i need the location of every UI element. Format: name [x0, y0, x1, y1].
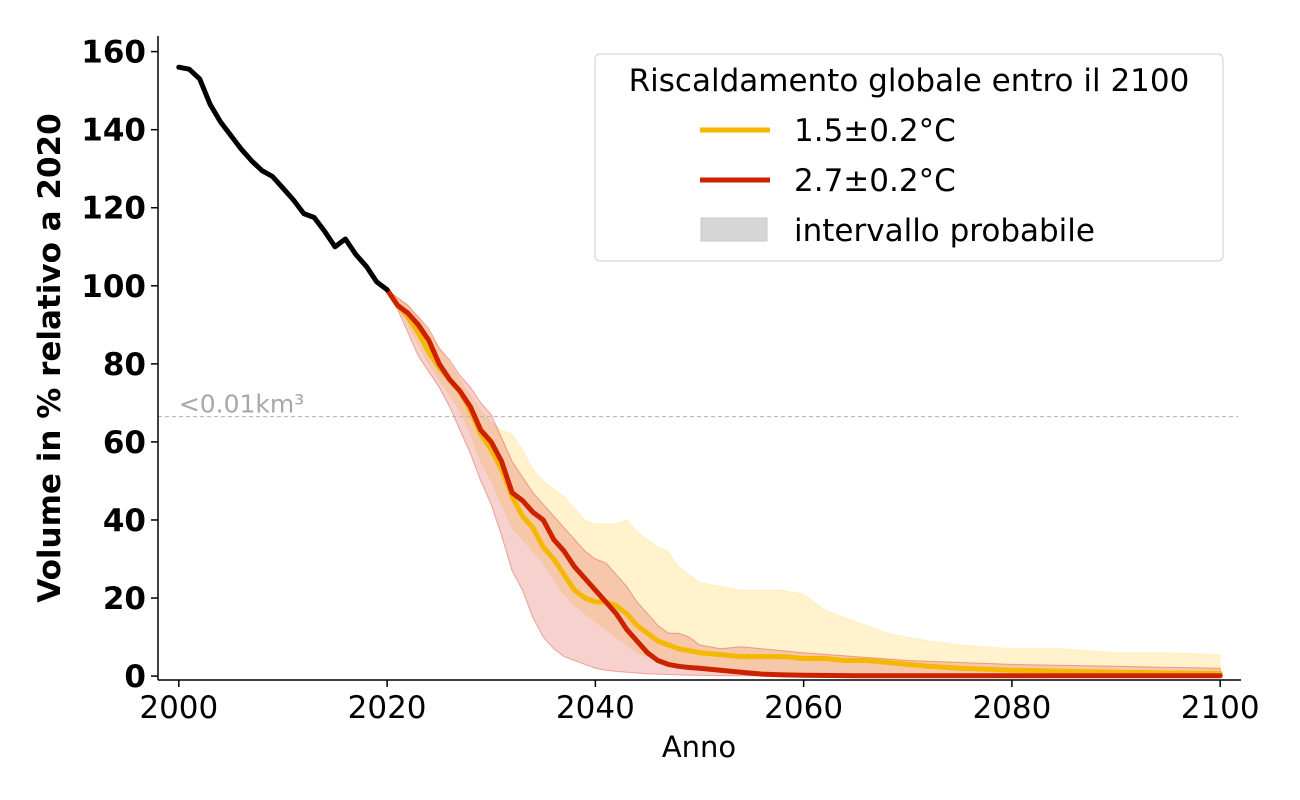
y-ticks: 0 20 40 60 80 100 120 140 160 [81, 35, 158, 695]
x-axis-label: Anno [662, 730, 736, 764]
legend-label-2: 2.7±0.2°C [794, 163, 956, 199]
x-tick-label: 2080 [972, 690, 1051, 726]
legend: Riscaldamento globale entro il 2100 1.5±… [594, 53, 1224, 262]
y-tick-label: 40 [103, 503, 146, 539]
y-tick-label: 0 [124, 659, 146, 695]
y-tick-label: 120 [81, 191, 146, 227]
x-ticks: 2000 2020 2040 2060 2080 2100 [139, 680, 1260, 726]
band-1 [386, 289, 1221, 676]
legend-label-3: intervallo probabile [794, 213, 1095, 249]
threshold-label: <0.01km³ [179, 390, 304, 419]
x-tick-label: 2000 [139, 690, 218, 726]
y-tick-label: 160 [81, 35, 146, 71]
y-axis-label: Volume in % relativo a 2020 [32, 113, 68, 602]
y-tick-label: 20 [103, 581, 146, 617]
x-tick-label: 2100 [1181, 690, 1260, 726]
legend-label-1: 1.5±0.2°C [794, 113, 956, 149]
bands-layer [386, 289, 1221, 677]
historical-line [176, 64, 390, 293]
x-tick-label: 2040 [556, 690, 635, 726]
legend-title: Riscaldamento globale entro il 2100 [629, 63, 1190, 99]
legend-swatch-3 [700, 217, 768, 242]
y-tick-label: 140 [81, 113, 146, 149]
legend-frame [594, 53, 1224, 262]
y-tick-label: 60 [103, 425, 146, 461]
series-line-2 [384, 287, 1223, 679]
y-tick-label: 100 [81, 269, 146, 305]
x-tick-label: 2060 [764, 690, 843, 726]
lines-layer [176, 64, 1223, 679]
y-tick-label: 80 [103, 347, 146, 383]
x-tick-label: 2020 [348, 690, 427, 726]
